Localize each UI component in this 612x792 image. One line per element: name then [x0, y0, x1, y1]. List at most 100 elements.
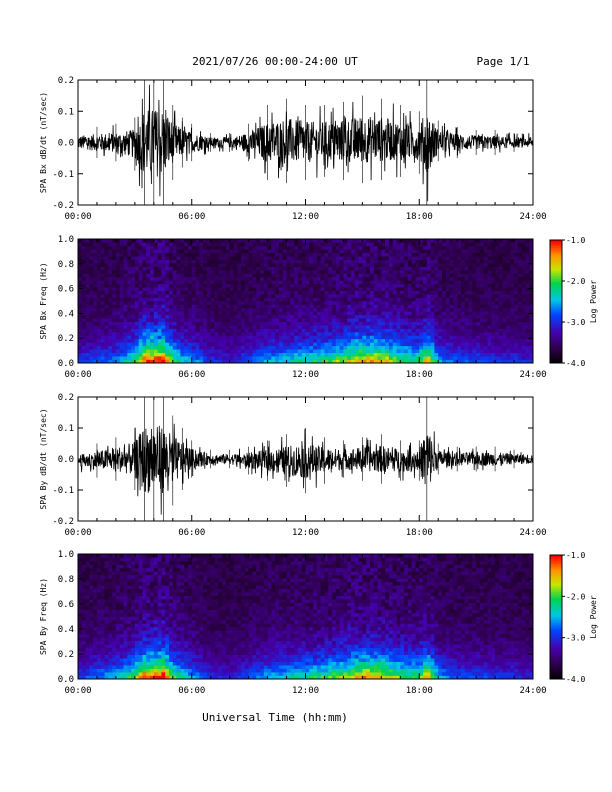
spectrogram-cell — [237, 294, 242, 298]
spectrogram-cell — [343, 297, 348, 302]
spectrogram-cell — [203, 276, 208, 281]
spectrogram-cell — [180, 249, 185, 254]
spectrogram-cell — [430, 318, 435, 322]
spectrogram-cell — [351, 263, 356, 267]
spectrogram-cell — [150, 252, 155, 257]
spectrogram-cell — [100, 297, 105, 302]
spectrogram-cell — [339, 318, 344, 322]
spectrogram-cell — [104, 619, 109, 624]
spectrogram-cell — [426, 280, 431, 285]
spectrogram-cell — [267, 356, 272, 360]
spectrogram-cell — [415, 342, 420, 347]
spectrogram-cell — [108, 571, 113, 576]
spectrogram-cell — [498, 321, 503, 326]
spectrogram-cell — [233, 290, 238, 295]
spectrogram-cell — [400, 294, 405, 298]
spectrogram-cell — [347, 307, 352, 312]
spectrogram-cell — [407, 349, 412, 353]
spectrogram-cell — [134, 252, 139, 257]
spectrogram-cell — [142, 245, 147, 250]
spectrogram-cell — [267, 304, 272, 309]
spectrogram-cell — [210, 239, 215, 243]
spectrogram-cell — [449, 249, 454, 254]
spectrogram-cell — [176, 266, 181, 271]
spectrogram-cell — [366, 273, 371, 278]
spectrogram-cell — [180, 283, 185, 288]
spectrogram-cell — [358, 239, 363, 243]
colorbar-swatch — [550, 348, 562, 352]
spectrogram-cell — [373, 307, 378, 312]
spectrogram-cell — [241, 287, 246, 291]
spectrogram-cell — [282, 318, 287, 322]
spectrogram-cell — [392, 342, 397, 347]
x-tick-label: 00:00 — [64, 212, 91, 222]
spectrogram-cell — [479, 276, 485, 281]
spectrogram-cell — [419, 266, 424, 271]
spectrogram-cell — [78, 335, 83, 340]
spectrogram-cell — [252, 345, 257, 350]
spectrogram-cell — [85, 349, 90, 353]
spectrogram-cell — [199, 256, 204, 260]
spectrogram-cell — [180, 359, 185, 364]
spectrogram-cell — [514, 290, 519, 295]
spectrogram-cell — [529, 304, 534, 309]
spectrogram-cell — [108, 352, 113, 357]
spectrogram-cell — [229, 294, 234, 298]
spectrogram-cell — [514, 287, 519, 291]
spectrogram-cell — [392, 325, 397, 329]
spectrogram-cell — [407, 297, 412, 302]
spectrogram-cell — [442, 242, 447, 247]
spectrogram-cell — [248, 287, 253, 291]
spectrogram-cell — [460, 311, 466, 316]
spectrogram-cell — [85, 321, 90, 326]
spectrogram-cell — [407, 256, 412, 260]
spectrogram-cell — [96, 245, 102, 250]
spectrogram-cell — [112, 249, 117, 254]
spectrogram-cell — [142, 259, 147, 264]
spectrogram-cell — [407, 273, 412, 278]
spectrogram-cell — [81, 619, 86, 624]
spectrogram-cell — [297, 239, 303, 243]
spectrogram-cell — [237, 297, 242, 302]
spectrogram-cell — [396, 263, 401, 267]
spectrogram-cell — [495, 266, 500, 271]
spectrogram-cell — [180, 325, 185, 329]
spectrogram-cell — [464, 270, 469, 274]
spectrogram-cell — [332, 297, 337, 302]
spectrogram-cell — [104, 564, 109, 569]
spectrogram-cell — [521, 321, 526, 326]
spectrogram-cell — [108, 661, 113, 666]
spectrogram-cell — [176, 239, 181, 243]
spectrogram-cell — [104, 321, 109, 326]
spectrogram-cell — [309, 335, 314, 340]
spectrogram-cell — [366, 280, 371, 285]
spectrogram-cell — [335, 342, 340, 347]
spectrogram-cell — [290, 321, 295, 326]
spectrogram-cell — [184, 301, 189, 305]
spectrogram-cell — [134, 276, 139, 281]
spectrogram-cell — [525, 352, 530, 357]
spectrogram-cell — [301, 328, 306, 333]
spectrogram-cell — [483, 352, 488, 357]
spectrogram-cell — [415, 349, 420, 353]
spectrogram-cell — [108, 314, 113, 319]
spectrogram-cell — [263, 266, 268, 271]
spectrogram-cell — [347, 256, 352, 260]
spectrogram-cell — [112, 273, 117, 278]
spectrogram-cell — [415, 311, 420, 316]
spectrogram-cell — [172, 239, 177, 243]
line-panel-2: 00:00 06:00 12:00 18:00 24:00-0.2-0.10.00.10… — [39, 393, 547, 538]
spectrogram-cell — [305, 314, 310, 319]
spectrogram-cell — [165, 273, 170, 278]
x-tick-label: 12:00 — [292, 528, 319, 538]
spectrogram-cell — [78, 658, 83, 662]
spectrogram-cell — [89, 325, 94, 329]
spectrogram-cell — [506, 294, 511, 298]
spectrogram-cell — [517, 270, 522, 274]
spectrogram-cell — [146, 301, 151, 305]
spectrogram-cell — [476, 318, 481, 322]
spectrogram-cell — [294, 283, 299, 288]
spectrogram-cell — [358, 245, 363, 250]
spectrogram-cell — [191, 273, 196, 278]
spectrogram-cell — [460, 304, 466, 309]
